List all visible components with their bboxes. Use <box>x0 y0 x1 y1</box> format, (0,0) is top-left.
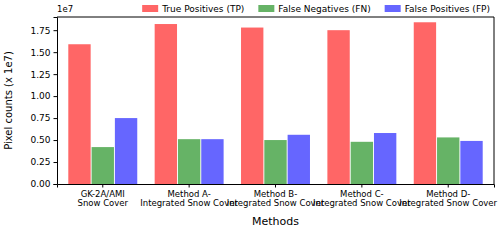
y-tick-mark <box>54 162 58 163</box>
frame-right <box>494 17 495 184</box>
bar <box>115 118 137 184</box>
y-tick: 1.25 <box>30 70 57 80</box>
y-tick-label: 0.75 <box>30 113 50 123</box>
x-tick-mark <box>448 184 449 188</box>
legend: True Positives (TP) False Negatives (FN) F… <box>142 4 490 14</box>
bar <box>327 30 349 184</box>
x-tick: GK-2A/AMISnow Cover <box>78 184 129 208</box>
x-tick-mark <box>361 184 362 188</box>
y-tick-label: 0.50 <box>30 135 50 145</box>
y-tick-label: 0.25 <box>30 157 50 167</box>
y-tick-mark <box>54 30 58 31</box>
legend-swatch <box>142 5 158 12</box>
y-axis-title: Pixel counts (x 1e7) <box>3 51 14 150</box>
bar <box>264 140 286 184</box>
x-tick: Method C-Integrated Snow Cover <box>313 184 411 208</box>
y-tick-mark <box>54 184 58 185</box>
x-axis: GK-2A/AMISnow Cover Method A-Integrated S… <box>58 184 498 208</box>
axis-offset-text: 1e7 <box>57 4 73 14</box>
bar <box>68 44 90 184</box>
x-tick-mark <box>102 184 103 188</box>
legend-item: False Positives (FP) <box>385 4 490 14</box>
bar <box>351 142 373 184</box>
x-tick-mark <box>275 184 276 188</box>
y-tick-mark <box>54 118 58 119</box>
x-tick: Method D-Integrated Snow Cover <box>399 184 497 208</box>
chart: 0.00 0.25 0.50 0.75 1.00 1.25 1.50 1.75 GK-2A/AM… <box>0 0 500 228</box>
y-tick-mark <box>54 140 58 141</box>
x-tick-label: Method D-Integrated Snow Cover <box>399 189 497 209</box>
legend-swatch <box>385 5 401 12</box>
x-axis-title: Methods <box>252 215 299 228</box>
bar <box>288 135 310 184</box>
legend-label: False Negatives (FN) <box>278 4 370 14</box>
legend-item: False Negatives (FN) <box>258 4 370 14</box>
x-tick-label: Method A-Integrated Snow Cover <box>140 189 238 209</box>
y-tick: 0.25 <box>30 157 57 167</box>
bar <box>374 133 396 184</box>
legend-label: True Positives (TP) <box>161 4 244 14</box>
x-tick-label: GK-2A/AMISnow Cover <box>78 189 129 209</box>
bar <box>92 147 114 184</box>
y-axis: 0.00 0.25 0.50 0.75 1.00 1.25 1.50 1.75 <box>30 18 57 190</box>
legend-swatch <box>258 5 274 12</box>
y-tick-label: 1.75 <box>30 26 50 36</box>
x-tick-mark <box>189 184 190 188</box>
bar <box>155 24 177 184</box>
x-axis-line <box>58 185 495 188</box>
legend-label: False Positives (FP) <box>405 4 490 14</box>
bar <box>460 141 482 184</box>
x-tick-label: Method C-Integrated Snow Cover <box>313 189 411 209</box>
bar <box>178 139 200 184</box>
y-tick-mark <box>54 74 58 75</box>
y-tick-label: 1.50 <box>30 48 50 58</box>
bars <box>68 22 482 184</box>
legend-item: True Positives (TP) <box>142 4 244 14</box>
y-tick-label: 0.00 <box>30 179 50 189</box>
x-tick: Method A-Integrated Snow Cover <box>140 184 238 208</box>
bar <box>414 22 436 184</box>
y-tick-label: 1.00 <box>30 91 50 101</box>
y-tick: 0.00 <box>30 179 57 189</box>
y-tick: 0.75 <box>30 113 57 123</box>
bar <box>437 137 459 184</box>
y-tick: 0.50 <box>30 135 57 145</box>
bar <box>201 139 223 184</box>
y-tick: 1.75 <box>30 26 57 36</box>
bar <box>241 28 263 184</box>
y-tick: 1.00 <box>30 91 57 101</box>
y-axis-line <box>54 18 58 185</box>
y-tick-label: 1.25 <box>30 70 50 80</box>
y-tick: 1.50 <box>30 48 57 58</box>
x-tick-label: Method B-Integrated Snow Cover <box>227 189 325 209</box>
y-tick-mark <box>54 52 58 53</box>
plot-area: 0.00 0.25 0.50 0.75 1.00 1.25 1.50 1.75 GK-2A/AM… <box>30 17 497 208</box>
y-tick-mark <box>54 96 58 97</box>
frame-top <box>57 17 494 18</box>
x-tick: Method B-Integrated Snow Cover <box>227 184 325 208</box>
